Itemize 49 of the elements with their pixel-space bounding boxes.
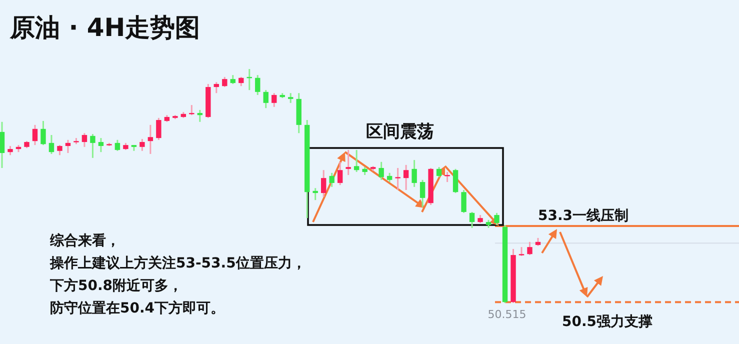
candlestick [469, 211, 475, 229]
candlestick [436, 166, 442, 178]
candlestick [197, 109, 203, 123]
candlestick [114, 139, 120, 152]
candlestick [312, 187, 318, 201]
candlestick [8, 145, 13, 156]
candlestick [288, 92, 294, 104]
candlestick [263, 89, 268, 109]
candlestick [140, 138, 145, 152]
candlestick [238, 76, 244, 87]
candlestick [156, 117, 162, 141]
candlestick [255, 74, 260, 96]
candlestick [148, 124, 154, 155]
candlestick [403, 164, 409, 191]
legend-label: 50.5强力支撑 [562, 314, 653, 330]
candlestick [346, 149, 351, 176]
candlestick [329, 172, 334, 188]
candlestick [321, 169, 326, 198]
annotation: 操作上建议上方关注53-53.5位置压力， [49, 254, 306, 272]
annotation: 50.515 [488, 308, 526, 321]
candlestick [354, 149, 360, 173]
annotation: 防守位置在50.4下方即可。 [50, 300, 225, 316]
candlestick [461, 189, 466, 214]
candlestick [214, 81, 219, 94]
annotation: 区间震荡 [366, 122, 434, 142]
candlestick [412, 159, 417, 188]
candlestick [82, 132, 88, 148]
candlestick [57, 144, 62, 156]
annotation: 综合来看， [49, 232, 120, 249]
candlestick [0, 121, 5, 169]
candlestick [32, 124, 38, 146]
candlestick [65, 139, 71, 154]
candlestick [90, 133, 96, 159]
candlestick [222, 76, 228, 88]
candlestick [337, 161, 343, 186]
candlestick [420, 179, 426, 208]
candlestick [395, 167, 400, 191]
candlestick [527, 241, 532, 256]
ref-line-label: 53.3一线压制 [538, 208, 629, 224]
candlestick [48, 134, 54, 155]
candlestick [494, 212, 500, 226]
candlestick [386, 172, 392, 183]
annotation: 下方50.8附近可多， [49, 277, 183, 294]
candlestick [272, 92, 277, 108]
candlestick [452, 168, 458, 194]
chart-title: 原油 · 4H走势图 [9, 13, 200, 42]
candlestick [40, 120, 46, 146]
candlestick [378, 161, 384, 181]
candlestick [98, 137, 104, 153]
